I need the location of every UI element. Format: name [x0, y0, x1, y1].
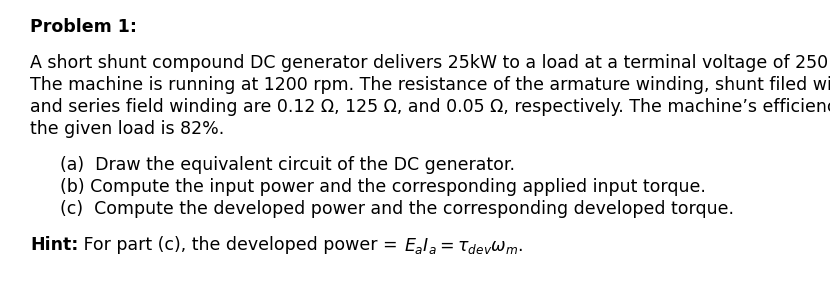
Text: For part (c), the developed power =: For part (c), the developed power = — [78, 236, 403, 254]
Text: A short shunt compound DC generator delivers 25kW to a load at a terminal voltag: A short shunt compound DC generator deli… — [30, 54, 830, 72]
Text: and series field winding are 0.12 Ω, 125 Ω, and 0.05 Ω, respectively. The machin: and series field winding are 0.12 Ω, 125… — [30, 98, 830, 116]
Text: (b) Compute the input power and the corresponding applied input torque.: (b) Compute the input power and the corr… — [60, 178, 706, 196]
Text: (a)  Draw the equivalent circuit of the DC generator.: (a) Draw the equivalent circuit of the D… — [60, 156, 515, 174]
Text: the given load is 82%.: the given load is 82%. — [30, 120, 224, 138]
Text: Hint:: Hint: — [30, 236, 78, 254]
Text: The machine is running at 1200 rpm. The resistance of the armature winding, shun: The machine is running at 1200 rpm. The … — [30, 76, 830, 94]
Text: (c)  Compute the developed power and the corresponding developed torque.: (c) Compute the developed power and the … — [60, 200, 734, 218]
Text: Problem 1:: Problem 1: — [30, 18, 137, 36]
Text: $E_aI_a = \tau_{dev}\omega_m.$: $E_aI_a = \tau_{dev}\omega_m.$ — [403, 236, 523, 256]
